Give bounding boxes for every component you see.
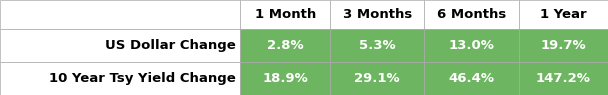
Bar xyxy=(519,62,608,95)
Bar xyxy=(240,62,330,95)
Text: 147.2%: 147.2% xyxy=(536,72,591,85)
Text: 10 Year Tsy Yield Change: 10 Year Tsy Yield Change xyxy=(49,72,235,85)
Text: 13.0%: 13.0% xyxy=(449,39,494,52)
Text: US Dollar Change: US Dollar Change xyxy=(105,39,235,52)
Text: 29.1%: 29.1% xyxy=(354,72,400,85)
Text: 46.4%: 46.4% xyxy=(449,72,494,85)
Bar xyxy=(0,0,240,28)
Text: 1 Month: 1 Month xyxy=(255,8,316,21)
Text: 18.9%: 18.9% xyxy=(262,72,308,85)
Bar xyxy=(330,62,424,95)
Text: 2.8%: 2.8% xyxy=(267,39,303,52)
Bar xyxy=(0,62,240,95)
Bar xyxy=(424,0,519,28)
Text: 6 Months: 6 Months xyxy=(437,8,506,21)
Bar xyxy=(519,0,608,28)
Text: 5.3%: 5.3% xyxy=(359,39,396,52)
Text: 1 Year: 1 Year xyxy=(540,8,587,21)
Bar xyxy=(330,28,424,62)
Text: 3 Months: 3 Months xyxy=(343,8,412,21)
Text: 19.7%: 19.7% xyxy=(541,39,586,52)
Bar xyxy=(240,0,330,28)
Bar xyxy=(424,62,519,95)
Bar xyxy=(519,28,608,62)
Bar xyxy=(424,28,519,62)
Bar xyxy=(330,0,424,28)
Bar xyxy=(0,28,240,62)
Bar xyxy=(240,28,330,62)
